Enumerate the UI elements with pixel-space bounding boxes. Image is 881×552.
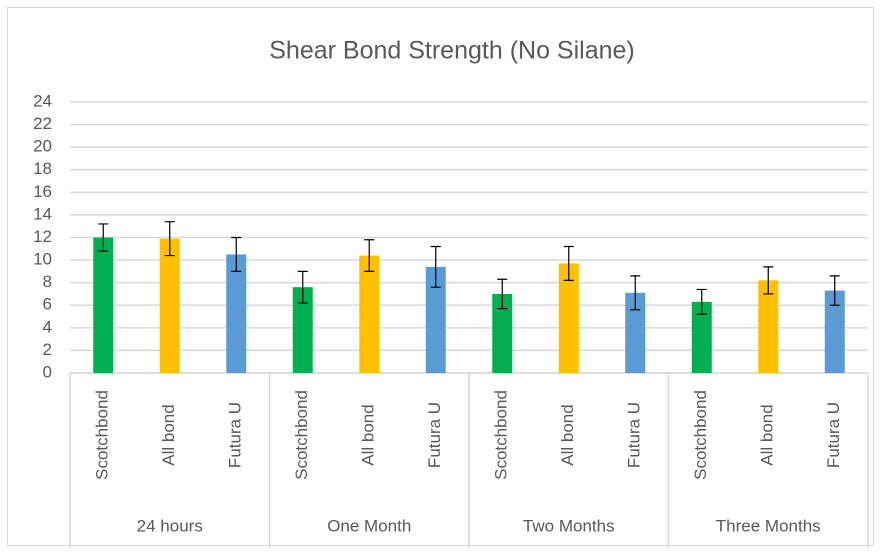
x-tick-label: Futura U [226, 402, 245, 468]
group-label: Two Months [523, 516, 615, 535]
bar [292, 287, 313, 373]
bar [625, 292, 646, 373]
error-bar [497, 278, 508, 310]
error-bar [430, 245, 441, 288]
y-tick-label: 18 [33, 159, 52, 178]
x-tick-label: Futura U [625, 402, 644, 468]
x-tick-label: Scotchbond [93, 390, 112, 480]
y-tick-label: 22 [33, 114, 52, 133]
bar [93, 237, 114, 373]
group-label: Three Months [716, 516, 821, 535]
x-tick-label: All bond [558, 404, 577, 465]
group-label: One Month [327, 516, 411, 535]
error-bar [696, 288, 707, 315]
error-bar [297, 270, 308, 304]
bar [425, 266, 446, 373]
chart-title: Shear Bond Strength (No Silane) [269, 37, 635, 65]
bar [226, 254, 247, 373]
x-tick-label: All bond [758, 404, 777, 465]
y-tick-label: 6 [43, 295, 52, 314]
bar [691, 301, 712, 373]
error-bar [763, 266, 774, 295]
y-tick-label: 4 [43, 317, 52, 336]
x-tick-label: All bond [359, 404, 378, 465]
error-bar [630, 275, 641, 311]
bar [824, 290, 845, 373]
x-tick-label: Scotchbond [691, 390, 710, 480]
y-tick-label: 16 [33, 182, 52, 201]
error-bar [98, 223, 109, 252]
y-tick-label: 10 [33, 250, 52, 269]
y-tick-label: 8 [43, 272, 52, 291]
group-label: 24 hours [137, 516, 203, 535]
error-bar [364, 239, 375, 272]
bar [558, 263, 579, 373]
error-bar [231, 236, 242, 272]
y-tick-label: 24 [33, 91, 52, 110]
x-tick-label: All bond [159, 404, 178, 465]
bar [758, 280, 779, 373]
error-bar [164, 221, 175, 257]
x-tick-label: Futura U [425, 402, 444, 468]
x-tick-label: Scotchbond [492, 390, 511, 480]
error-bar [563, 245, 574, 282]
x-tick-label: Scotchbond [292, 390, 311, 480]
bar [359, 255, 380, 373]
y-tick-label: 12 [33, 227, 52, 246]
y-tick-label: 0 [43, 362, 52, 381]
y-tick-label: 2 [43, 340, 52, 359]
bar [492, 293, 513, 373]
bar [159, 238, 180, 373]
x-tick-label: Futura U [824, 402, 843, 468]
y-tick-label: 20 [33, 137, 52, 156]
error-bar [829, 275, 840, 306]
y-tick-label: 14 [33, 204, 52, 223]
